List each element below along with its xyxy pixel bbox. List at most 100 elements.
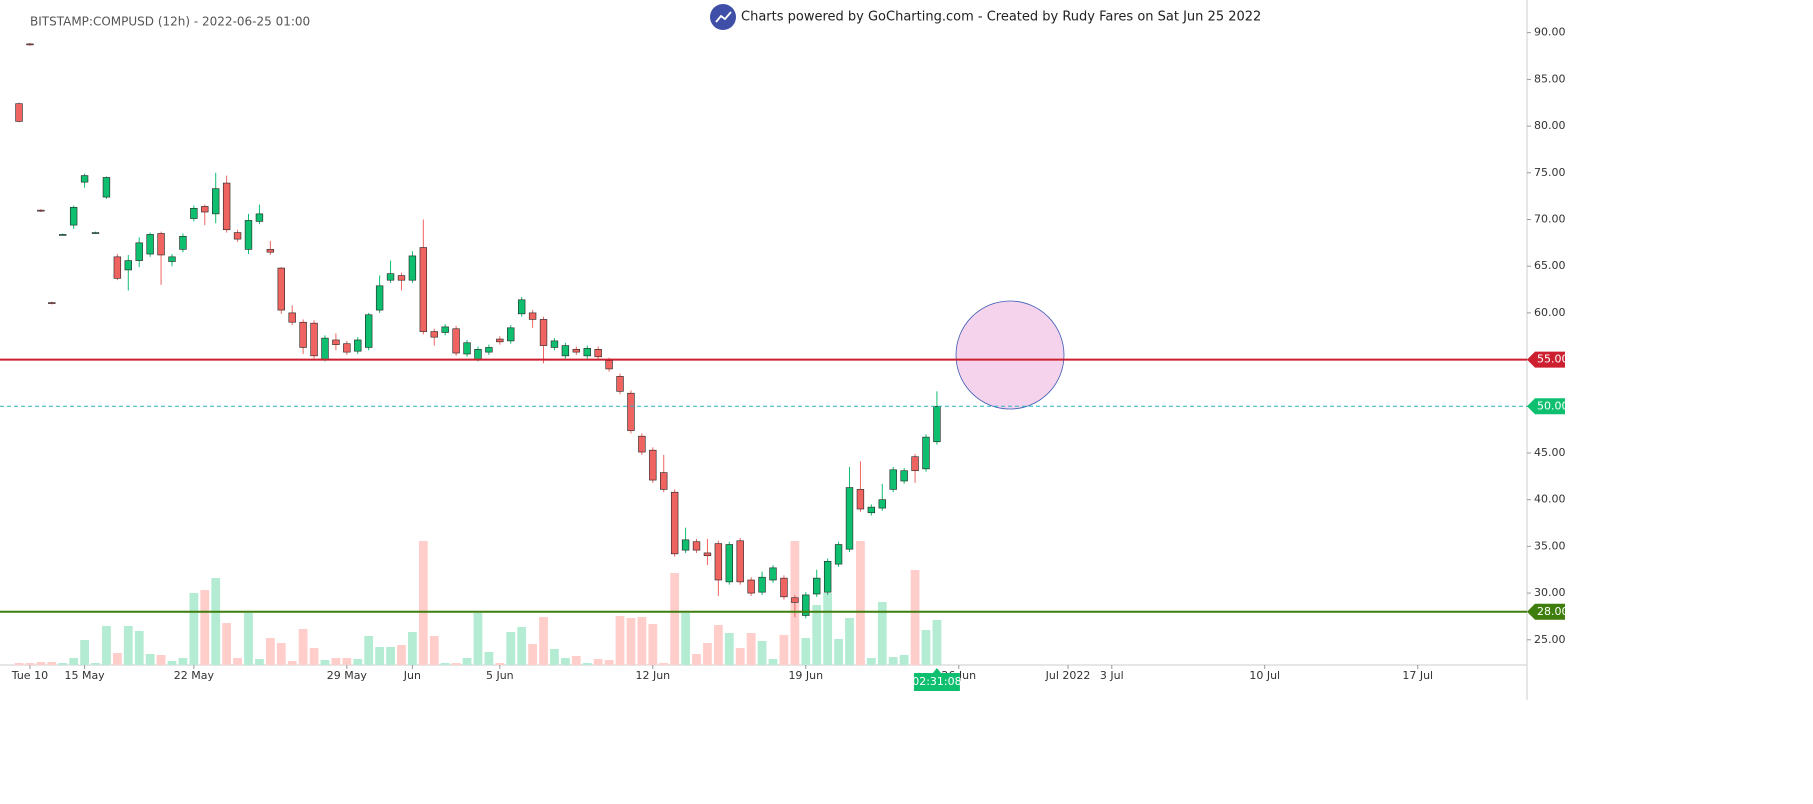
y-tick-label: 40.00 (1534, 493, 1566, 506)
candle-body (627, 392, 635, 431)
candle-body (168, 256, 176, 262)
volume-bar (36, 662, 46, 665)
volume-bar (724, 633, 734, 665)
volume-bar (91, 663, 100, 665)
candle-body (354, 339, 362, 352)
volume-bar (265, 638, 275, 665)
volume-bar (418, 541, 428, 665)
volume-bar (167, 661, 177, 665)
volume-bar (681, 613, 690, 665)
candle-body (69, 207, 78, 226)
volume-bar (25, 663, 35, 665)
volume-bar (560, 658, 570, 665)
candle-body (496, 338, 504, 343)
candle-body (430, 331, 438, 338)
volume-bar (637, 617, 647, 665)
chart-subtitle: Charts powered by GoCharting.com - Creat… (741, 10, 1261, 25)
candle-body (244, 220, 253, 250)
volume-bar (222, 623, 232, 665)
volume-bar (801, 638, 811, 665)
x-tick-label: 5 Jun (486, 669, 514, 682)
x-tick-label: 15 May (64, 669, 105, 682)
candle-body (343, 343, 351, 353)
candle-body (419, 247, 428, 332)
candle-body (485, 347, 493, 353)
volume-bar (856, 541, 865, 665)
y-tick-label: 60.00 (1534, 306, 1566, 319)
candle-body (550, 340, 559, 348)
candle-body (463, 342, 471, 355)
volume-bar (921, 630, 931, 665)
logo-icon (715, 11, 732, 23)
candle-body (255, 213, 264, 222)
candle-body (922, 436, 930, 470)
price-label: 28.00 (1537, 605, 1569, 618)
candle-body (834, 544, 843, 565)
volume-bar (888, 657, 898, 665)
volume-bar (112, 653, 122, 665)
price-label-box (1527, 398, 1565, 415)
x-tick-label: 22 May (174, 669, 215, 682)
countdown-pointer (932, 668, 941, 673)
volume-bar (440, 663, 450, 665)
volume-bar (615, 616, 625, 665)
volume-bar (692, 654, 701, 665)
volume-bar (178, 658, 188, 665)
candle-body (758, 576, 766, 593)
volume-bar (528, 644, 537, 665)
volume-bar (550, 649, 559, 665)
y-tick-label: 35.00 (1534, 539, 1566, 552)
y-tick-label: 30.00 (1534, 586, 1566, 599)
candle-body (594, 349, 602, 358)
volume-bar (484, 652, 494, 665)
price-label: 50.00 (1537, 399, 1569, 412)
candle-body (616, 376, 624, 392)
volume-bar (353, 659, 363, 665)
candle-body (474, 349, 482, 360)
candle-body (780, 577, 788, 598)
candle-body (703, 552, 712, 557)
candle-body (813, 577, 821, 595)
volume-bar (298, 629, 308, 665)
volume-bar (593, 659, 603, 665)
candle-body (539, 319, 548, 346)
candle-body (845, 487, 854, 550)
x-tick-label: Jul 2022 (1045, 669, 1091, 682)
volume-bar (462, 658, 472, 665)
candle-body (889, 469, 897, 490)
candle-body (365, 314, 373, 348)
candle-body (747, 579, 755, 594)
volume-bar (834, 639, 843, 665)
countdown-box (913, 673, 960, 691)
volume-bar (331, 658, 341, 665)
candle-body (561, 345, 570, 357)
candle-body (441, 326, 449, 333)
volume-bar (14, 663, 24, 665)
volume-bar (746, 633, 756, 665)
volume-bar (364, 636, 374, 665)
candle-body (310, 322, 318, 357)
candle-body (900, 470, 908, 482)
volume-bar (156, 655, 166, 665)
candle-body (91, 232, 100, 234)
price-label: 55.00 (1537, 353, 1569, 366)
candle-body (736, 540, 744, 583)
volume-bar (287, 661, 297, 665)
countdown: 02:31:08 (912, 675, 961, 688)
candle-body (933, 405, 941, 443)
volume-bar (866, 658, 876, 665)
volume-bar (582, 663, 592, 665)
volume-bar (408, 632, 417, 665)
volume-bar (899, 655, 909, 665)
candle-body (212, 188, 220, 215)
x-tick-label: 29 May (327, 669, 368, 682)
volume-bar (779, 635, 789, 665)
volume-bar (451, 663, 461, 665)
volume-bar (757, 641, 767, 665)
volume-bar (932, 620, 942, 665)
y-tick-label: 75.00 (1534, 166, 1566, 179)
candle-body (124, 260, 132, 271)
candle-body (190, 207, 198, 219)
